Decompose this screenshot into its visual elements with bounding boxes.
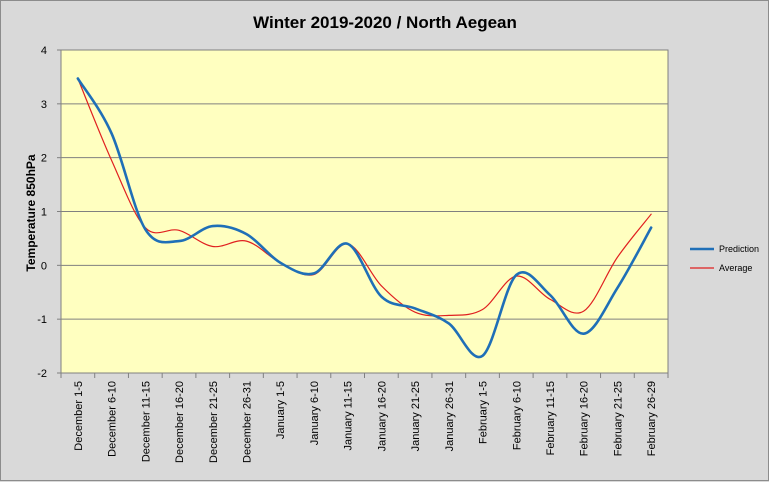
series-lines: [76, 77, 653, 359]
series-line-prediction: [76, 77, 653, 359]
x-tick-label: December 21-25: [208, 381, 220, 463]
x-tick-label: February 21-25: [612, 381, 624, 456]
y-tick-label: 4: [41, 45, 47, 57]
y-tick-label: 3: [41, 99, 47, 111]
x-tick-label: January 16-20: [376, 381, 388, 451]
legend-label-average: Average: [719, 263, 752, 273]
x-tick-label: January 11-15: [343, 381, 355, 451]
legend: Prediction Average: [690, 244, 759, 273]
y-tick-label: 0: [41, 260, 47, 272]
x-tick-label: February 16-20: [579, 381, 591, 456]
y-axis-ticks: 4 3 2 1 0 -1 -2: [37, 45, 61, 380]
y-tick-label: -2: [37, 368, 47, 380]
x-tick-label: January 21-25: [410, 381, 422, 451]
x-tick-label: December 1-5: [73, 381, 85, 451]
x-axis-ticks: December 1-5 December 6-10 December 11-15 D…: [60, 373, 669, 463]
legend-label-prediction: Prediction: [719, 244, 759, 254]
x-tick-label: February 26-29: [646, 381, 658, 456]
x-tick-label: January 1-5: [275, 381, 287, 439]
x-tick-label: January 26-31: [444, 381, 456, 451]
chart-title: Winter 2019-2020 / North Aegean: [253, 13, 517, 32]
x-tick-label: February 6-10: [511, 381, 523, 450]
x-tick-label: February 11-15: [545, 381, 557, 455]
x-tick-label: January 6-10: [309, 381, 321, 445]
x-tick-label: December 11-15: [140, 381, 152, 462]
x-tick-label: December 16-20: [174, 381, 186, 463]
y-axis-title: Temperature 850hPa: [24, 154, 38, 271]
x-tick-label: December 6-10: [107, 381, 119, 457]
y-tick-label: 1: [41, 207, 47, 219]
x-tick-label: December 26-31: [241, 381, 253, 463]
x-tick-label: February 1-5: [478, 381, 490, 444]
y-tick-label: 2: [41, 153, 47, 165]
y-tick-label: -1: [37, 314, 47, 326]
